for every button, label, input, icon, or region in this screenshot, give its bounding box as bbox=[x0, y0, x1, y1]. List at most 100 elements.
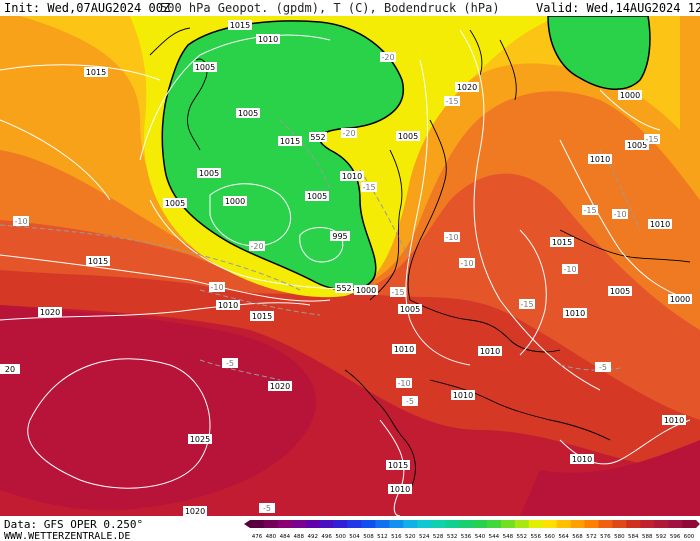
svg-text:1000: 1000 bbox=[620, 91, 640, 100]
colorbar-tick-label: 560 bbox=[544, 534, 555, 540]
label-1005-east: 1005 bbox=[608, 286, 632, 296]
svg-text:1005: 1005 bbox=[610, 287, 630, 296]
svg-text:1005: 1005 bbox=[627, 141, 647, 150]
svg-text:-10: -10 bbox=[613, 210, 626, 219]
label-1015-spain: 1015 bbox=[386, 460, 410, 470]
svg-text:-10: -10 bbox=[14, 217, 27, 226]
temp-label-o: -10 bbox=[612, 209, 628, 219]
colorbar-tick-label: 592 bbox=[656, 534, 667, 540]
colorbar-tick-label: 564 bbox=[558, 534, 569, 540]
colorbar-arrow-right bbox=[696, 520, 700, 528]
temp-label-a: -20 bbox=[380, 52, 396, 62]
label-1005-a: 1005 bbox=[193, 62, 217, 72]
colorbar-swatch bbox=[333, 520, 348, 528]
map-title: 500 hPa Geopot. (gpdm), T (C), Bodendruc… bbox=[160, 1, 500, 15]
label-1020-mid: 1020 bbox=[268, 381, 292, 391]
isobar-1015-north bbox=[0, 64, 161, 81]
colorbar-swatch bbox=[528, 520, 543, 528]
colorbar-tick-label: 576 bbox=[600, 534, 611, 540]
contour-552-low bbox=[161, 20, 405, 291]
svg-text:1010: 1010 bbox=[590, 155, 610, 164]
label-1000-low: 1000 bbox=[223, 196, 247, 206]
colorbar: 476 480 484 488 492 496 500 504 508 512 516 520 524 5… bbox=[244, 520, 700, 540]
label-1010-central: 1010 bbox=[392, 344, 416, 354]
svg-text:1010: 1010 bbox=[480, 347, 500, 356]
svg-text:-5: -5 bbox=[599, 363, 607, 372]
svg-text:1025: 1025 bbox=[190, 435, 210, 444]
field-deep-red-west bbox=[0, 305, 317, 511]
isotherm-minus15 bbox=[359, 169, 411, 261]
colorbar-swatch bbox=[277, 520, 293, 528]
temp-label-c: -20 bbox=[249, 241, 265, 251]
colorbar-tick-label: 580 bbox=[614, 534, 625, 540]
colorbar-swatch bbox=[431, 520, 446, 528]
svg-text:-15: -15 bbox=[645, 135, 658, 144]
svg-text:1015: 1015 bbox=[230, 21, 250, 30]
label-1010-northeast: 1010 bbox=[588, 154, 612, 164]
svg-text:1005: 1005 bbox=[238, 109, 258, 118]
init-time: Init: Wed,07AUG2024 00Z bbox=[4, 1, 170, 15]
label-1010-far-east: 1010 bbox=[662, 415, 686, 425]
svg-text:1020: 1020 bbox=[185, 507, 205, 516]
svg-text:552: 552 bbox=[310, 133, 325, 142]
colorbar-swatch bbox=[347, 520, 362, 528]
isobar-1005-east bbox=[559, 139, 691, 301]
svg-text:1005: 1005 bbox=[165, 199, 185, 208]
svg-text:-15: -15 bbox=[391, 288, 404, 297]
coast-baltic bbox=[409, 299, 561, 353]
label-1005-e: 1005 bbox=[163, 198, 187, 208]
svg-text:-10: -10 bbox=[445, 233, 458, 242]
isobar-1010-ring bbox=[139, 34, 331, 161]
colorbar-tick-label: 508 bbox=[363, 534, 374, 540]
svg-text:-20: -20 bbox=[381, 53, 394, 62]
svg-text:-5: -5 bbox=[263, 504, 271, 513]
colorbar-swatch bbox=[417, 520, 432, 528]
colorbar-tick-label: 548 bbox=[503, 534, 514, 540]
colorbar-swatch bbox=[473, 520, 488, 528]
colorbar-swatch bbox=[598, 520, 613, 528]
isobar-1015-east bbox=[459, 29, 601, 391]
svg-text:1010: 1010 bbox=[572, 455, 592, 464]
label-1010-east: 1010 bbox=[648, 219, 672, 229]
label-1010-central-east: 1010 bbox=[563, 308, 587, 318]
colorbar-swatch bbox=[542, 520, 557, 528]
svg-text:-15: -15 bbox=[583, 206, 596, 215]
label-1005-b: 1005 bbox=[236, 108, 260, 118]
label-1015-top: 1015 bbox=[228, 20, 252, 30]
svg-text:-15: -15 bbox=[445, 97, 458, 106]
svg-text:-5: -5 bbox=[406, 397, 414, 406]
svg-text:1005: 1005 bbox=[398, 132, 418, 141]
temp-label-t: -5 bbox=[259, 503, 275, 513]
label-1005-d: 1005 bbox=[305, 191, 329, 201]
svg-text:-20: -20 bbox=[250, 242, 263, 251]
svg-text:-15: -15 bbox=[520, 300, 533, 309]
temp-label-d: -15 bbox=[444, 96, 460, 106]
colorbar-swatch bbox=[319, 520, 334, 528]
isotherm-minus5 bbox=[199, 359, 281, 381]
svg-text:1020: 1020 bbox=[457, 83, 477, 92]
svg-text:1000: 1000 bbox=[670, 295, 690, 304]
label-1005-norway: 1005 bbox=[396, 131, 420, 141]
temp-label-b: -20 bbox=[341, 128, 357, 138]
label-20-edge: 20 bbox=[0, 364, 20, 374]
svg-text:1010: 1010 bbox=[565, 309, 585, 318]
svg-text:-10: -10 bbox=[210, 283, 223, 292]
temp-label-p: -10 bbox=[396, 378, 412, 388]
colorbar-tick-label: 600 bbox=[684, 534, 695, 540]
colorbar-swatch bbox=[570, 520, 585, 528]
colorbar-swatch bbox=[291, 520, 307, 528]
colorbar-tick-label: 484 bbox=[280, 534, 291, 540]
temp-label-r: -5 bbox=[222, 358, 238, 368]
colorbar-swatch bbox=[445, 520, 460, 528]
svg-text:20: 20 bbox=[5, 365, 15, 374]
svg-text:1015: 1015 bbox=[280, 137, 300, 146]
colorbar-tick-label: 488 bbox=[294, 534, 305, 540]
colorbar-tick-label: 532 bbox=[447, 534, 458, 540]
field-green-low bbox=[162, 20, 404, 291]
label-1005-northeast: 1005 bbox=[625, 140, 649, 150]
colorbar-tick-label: 552 bbox=[517, 534, 528, 540]
pressure-label-group: 1015 1010 1015 1005 1005 1005 1015 1010 … bbox=[0, 20, 692, 516]
label-995: 995 bbox=[330, 231, 350, 241]
label-1010-south-east: 1010 bbox=[570, 454, 594, 464]
